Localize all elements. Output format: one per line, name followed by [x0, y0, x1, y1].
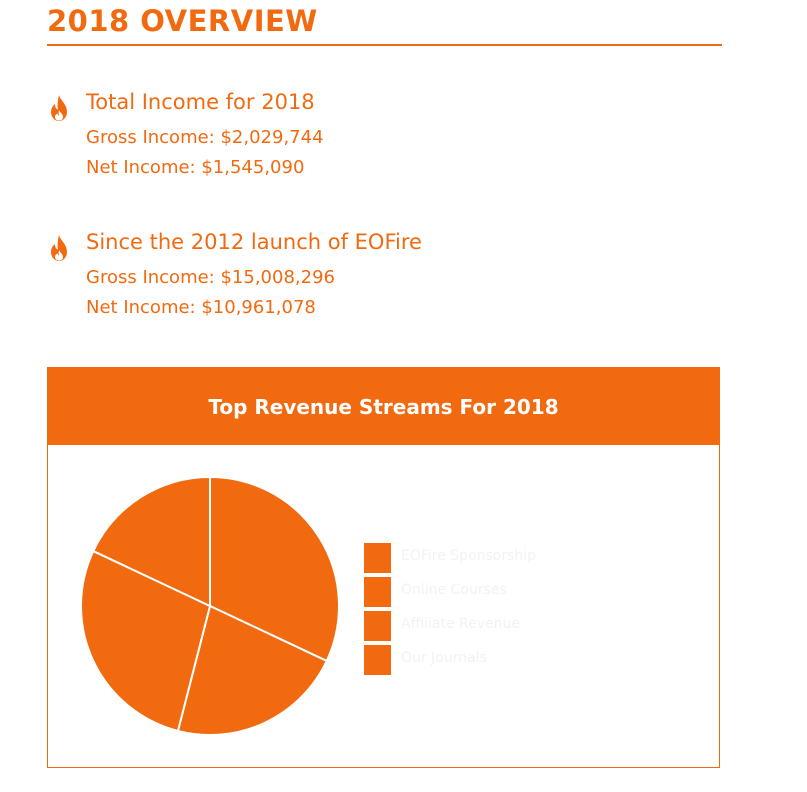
chart-title: Top Revenue Streams For 2018	[208, 394, 559, 419]
section-heading: Since the 2012 launch of EOFire	[86, 230, 422, 254]
legend-label: EOFire Sponsorship	[401, 548, 537, 564]
flame-icon	[51, 95, 67, 121]
revenue-chart: Top Revenue Streams For 2018 EOFire Spon…	[47, 367, 720, 768]
legend-swatch	[364, 611, 391, 641]
legend-label: Online Courses	[401, 582, 507, 598]
legend-swatch	[364, 543, 391, 573]
flame-icon	[51, 235, 67, 261]
net-income: Net Income: $1,545,090	[86, 157, 305, 178]
legend-label: Affiliate Revenue	[401, 616, 520, 632]
pie-chart	[80, 475, 340, 736]
section-heading: Total Income for 2018	[86, 90, 315, 114]
legend-swatch	[364, 645, 391, 675]
net-income: Net Income: $10,961,078	[86, 297, 316, 318]
pie-slice-2	[80, 549, 212, 733]
legend-label: Our Journals	[401, 650, 487, 666]
gross-income: Gross Income: $2,029,744	[86, 127, 324, 148]
gross-income: Gross Income: $15,008,296	[86, 267, 335, 288]
legend-swatch	[364, 577, 391, 607]
chart-header: Top Revenue Streams For 2018	[48, 368, 719, 445]
pie-slice-3	[91, 475, 211, 608]
title-divider	[47, 44, 722, 46]
pie-slice-1	[176, 604, 329, 736]
pie-slice-0	[209, 475, 340, 663]
page-title: 2018 OVERVIEW	[47, 4, 318, 38]
